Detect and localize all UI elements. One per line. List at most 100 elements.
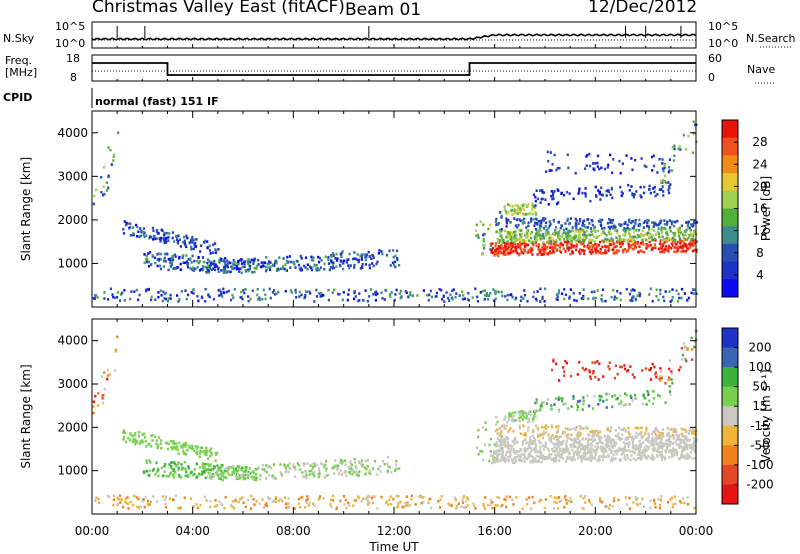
velocity-cell	[489, 454, 492, 457]
power-cell	[677, 147, 680, 151]
velocity-cell	[213, 466, 216, 469]
power-cell	[685, 243, 688, 246]
velocity-cell	[515, 455, 518, 459]
power-cell	[651, 234, 654, 237]
velocity-cell	[180, 463, 183, 466]
power-cell	[607, 249, 610, 252]
power-cell	[564, 222, 567, 225]
power-colorbar-label: Power [dB]	[759, 176, 773, 241]
velocity-cell	[428, 497, 431, 501]
power-cell	[389, 293, 392, 296]
velocity-cell	[503, 426, 506, 430]
velocity-cell	[139, 505, 142, 509]
power-cell	[212, 251, 215, 254]
power-cell	[574, 221, 577, 225]
velocity-cell	[325, 474, 329, 477]
velocity-cell	[607, 365, 610, 368]
power-cell	[192, 269, 195, 272]
power-cell	[598, 190, 601, 194]
velocity-cell	[529, 507, 532, 510]
power-cell	[250, 258, 253, 262]
power-cell	[498, 241, 501, 244]
velocity-cell	[594, 361, 597, 364]
power-cell	[356, 258, 359, 262]
velocity-cell	[647, 447, 650, 450]
velocity-cell	[694, 451, 697, 454]
power-cell	[519, 299, 522, 302]
power-cell	[604, 299, 607, 303]
velocity-cell	[674, 429, 677, 433]
velocity-cell	[553, 496, 556, 499]
power-cell	[95, 293, 98, 297]
power-cell	[631, 288, 634, 291]
velocity-cell	[507, 416, 510, 420]
velocity-cell	[366, 465, 369, 468]
velocity-cell	[657, 445, 660, 449]
power-cell	[354, 257, 358, 261]
power-cell	[673, 246, 676, 249]
power-cell	[518, 241, 521, 244]
velocity-cell	[165, 474, 168, 478]
power-cell	[268, 260, 271, 263]
power-cell	[266, 262, 269, 266]
power-cell	[164, 291, 168, 295]
power-cell	[543, 251, 546, 254]
velocity-cell	[499, 446, 502, 449]
power-cell	[687, 222, 690, 225]
velocity-cell	[565, 427, 568, 430]
velocity-cell	[160, 447, 163, 450]
power-cell	[428, 293, 431, 297]
power-cell	[542, 241, 545, 244]
power-cell	[264, 297, 267, 301]
velocity-cell	[284, 466, 288, 470]
power-cell	[677, 233, 680, 236]
velocity-cell	[543, 456, 546, 459]
velocity-cell	[661, 428, 664, 431]
power-cell	[359, 254, 362, 258]
power-cell	[394, 254, 397, 258]
power-cell	[538, 231, 541, 235]
velocity-cell	[618, 446, 621, 450]
power-cell	[376, 292, 379, 296]
velocity-cell	[207, 471, 210, 475]
power-cell	[542, 219, 545, 222]
velocity-cell	[694, 432, 697, 436]
velocity-cell	[395, 463, 398, 466]
power-cell	[642, 243, 645, 246]
velocity-cell	[685, 435, 688, 438]
velocity-cell	[315, 463, 318, 467]
power-cell	[163, 241, 166, 245]
power-cell	[556, 249, 559, 252]
power-cell	[327, 258, 330, 262]
power-cell	[535, 244, 538, 248]
velocity-cell	[639, 443, 643, 447]
velocity-cell	[305, 499, 308, 502]
power-cell	[668, 290, 671, 293]
velocity-cell	[525, 457, 528, 461]
power-cell	[135, 288, 138, 292]
power-cell	[590, 248, 593, 252]
power-cell	[494, 244, 497, 248]
power-cell	[342, 291, 345, 294]
power-cell	[676, 227, 679, 231]
velocity-cell	[541, 401, 544, 405]
velocity-cell	[550, 404, 553, 407]
velocity-cell	[558, 379, 561, 382]
velocity-cell	[106, 368, 109, 372]
velocity-cell	[365, 497, 368, 501]
velocity-cell	[137, 497, 140, 501]
power-cell	[653, 243, 656, 246]
velocity-colorbar-tick-label: -15	[750, 419, 770, 433]
power-cell	[169, 297, 172, 300]
power-cell	[521, 240, 524, 243]
power-cell	[548, 239, 551, 243]
power-cell	[582, 288, 585, 291]
velocity-cell	[233, 469, 236, 472]
power-cell	[327, 256, 330, 259]
power-cell	[557, 234, 560, 237]
velocity-cell	[691, 447, 694, 451]
velocity-cell	[508, 444, 511, 448]
power-cell	[508, 230, 512, 234]
velocity-cell	[527, 456, 530, 460]
velocity-cell	[244, 476, 247, 480]
